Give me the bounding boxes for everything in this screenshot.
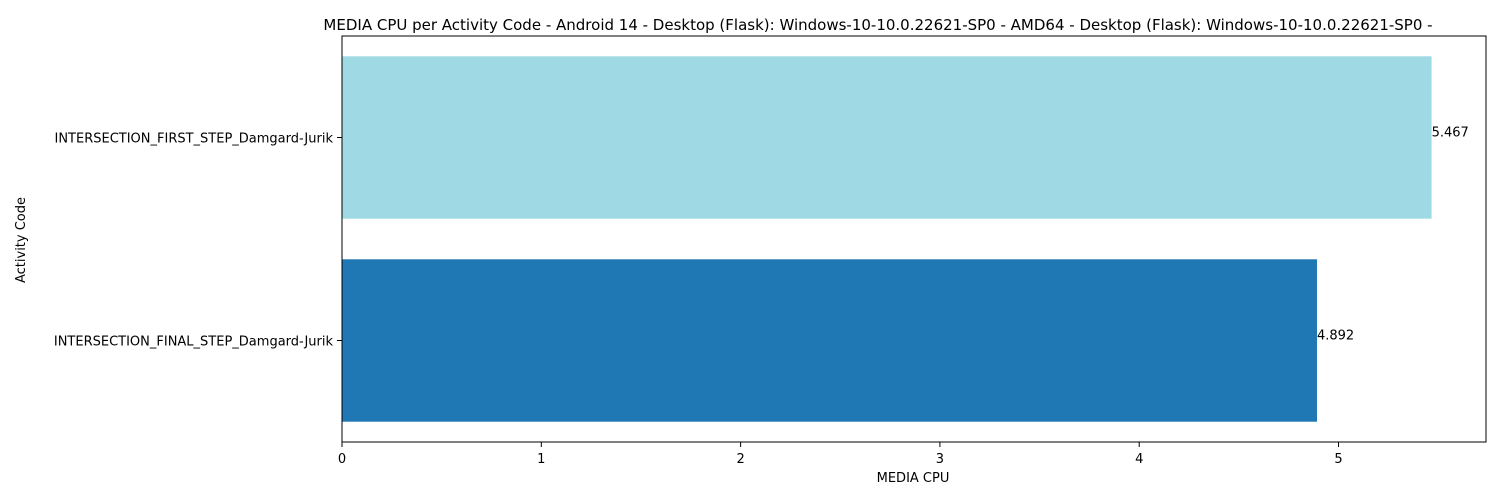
plot-frame [341,35,1487,443]
bar-value-label-2: 4.892 [1317,329,1354,344]
x-axis-label: MEDIA CPU [877,471,950,486]
x-tick-label-3: 2 [736,452,744,467]
y-tick-label-1: INTERSECTION_FIRST_STEP_Damgard-Jurik [54,132,333,147]
bar-value-label-1: 5.467 [1432,126,1469,141]
plot-area: 5.467 INTERSECTION_FIRST_STEP_Damgard-Jur… [54,35,1487,467]
x-tick-label-1: 0 [338,452,346,467]
x-tick-label-4: 3 [936,452,944,467]
x-tick-label-2: 1 [537,452,545,467]
bar-2 [342,259,1317,422]
y-axis-label: Activity Code [14,197,29,283]
x-tick-label-6: 5 [1334,452,1342,467]
chart-title: MEDIA CPU per Activity Code - Android 14… [323,16,1432,34]
x-tick-label-5: 4 [1135,452,1143,467]
y-tick-label-2: INTERSECTION_FINAL_STEP_Damgard-Jurik [54,335,334,350]
bar-1 [342,56,1432,219]
